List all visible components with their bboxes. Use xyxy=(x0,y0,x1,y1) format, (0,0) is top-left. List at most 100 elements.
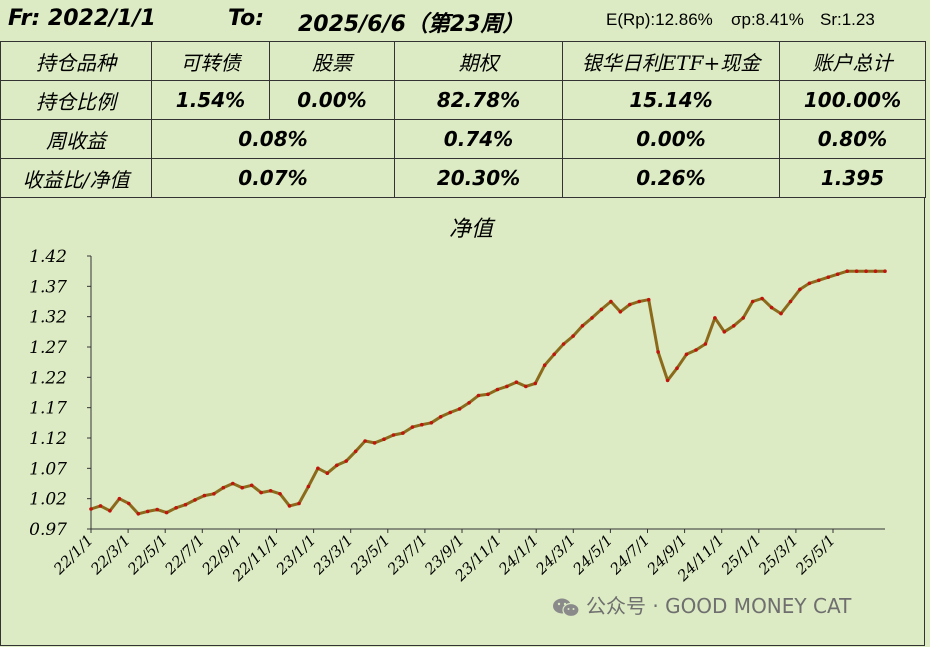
nav-data-point xyxy=(448,410,453,415)
nav-data-point xyxy=(524,384,528,389)
header-cell: 银华日利ETF+现金 xyxy=(562,41,780,81)
nav-chart-frame: 净值 0.97 1.02 1.07 1.12 1.17 1.22 1.27 1.32 1.37 1… xyxy=(0,197,925,646)
nav-data-point xyxy=(760,296,764,301)
nav-data-point xyxy=(864,269,868,273)
nav-data-point xyxy=(89,507,93,511)
nav-data-point xyxy=(741,316,745,320)
nav-data-point xyxy=(845,269,849,273)
nav-data-point xyxy=(835,272,840,276)
nav-series-line xyxy=(90,269,885,516)
table-cell: 15.14% xyxy=(562,80,780,120)
nav-data-point xyxy=(268,489,273,493)
nav-data-point xyxy=(599,307,604,312)
y-tick-label: 1.07 xyxy=(29,459,67,479)
nav-data-point xyxy=(656,350,660,354)
summary-header: Fr: 2022/1/1 To: 2025/6/6（第23周） E(Rp):12… xyxy=(0,0,930,40)
nav-data-point xyxy=(618,310,623,314)
y-tick-label: 1.17 xyxy=(29,399,67,419)
x-tick-label: 24/3/1 xyxy=(532,531,580,579)
x-tick-label: 23/7/1 xyxy=(383,531,431,579)
nav-data-point xyxy=(561,342,566,346)
row-label: 收益比/净值 xyxy=(0,158,152,198)
nav-data-point xyxy=(335,463,339,468)
nav-data-point xyxy=(353,449,358,454)
nav-data-point xyxy=(325,471,330,476)
nav-data-point xyxy=(533,381,538,386)
nav-data-point xyxy=(249,483,254,488)
nav-data-point xyxy=(382,437,386,441)
table-cell: 0.80% xyxy=(779,119,926,159)
x-tick-label: 22/7/1 xyxy=(161,531,209,579)
table-row-ratio: 收益比/净值 0.07% 20.30% 0.26% 1.395 xyxy=(0,158,926,198)
header-cell: 可转债 xyxy=(151,41,270,81)
table-cell: 100.00% xyxy=(779,80,926,120)
table-cell: 82.78% xyxy=(394,80,563,120)
nav-data-point xyxy=(467,401,471,405)
table-cell: 0.07% xyxy=(151,158,395,198)
y-tick-label: 1.12 xyxy=(29,429,67,449)
nav-data-point xyxy=(854,269,859,273)
from-date-label: Fr: 2022/1/1 xyxy=(8,6,156,31)
nav-data-point xyxy=(391,433,396,437)
x-tick-label: 24/7/1 xyxy=(606,531,654,579)
nav-line-chart: 净值 0.97 1.02 1.07 1.12 1.17 1.22 1.27 1.32 1.37 1… xyxy=(29,217,887,585)
volatility: σp:8.41% xyxy=(731,10,804,29)
x-tick-label: 25/5/1 xyxy=(791,531,839,579)
nav-data-point xyxy=(694,348,698,352)
y-axis: 0.97 1.02 1.07 1.12 1.17 1.22 1.27 1.32 1.37 1.42 xyxy=(29,247,92,540)
nav-data-point xyxy=(136,512,141,516)
nav-data-point xyxy=(646,297,651,302)
nav-data-point xyxy=(108,509,112,513)
nav-data-point xyxy=(410,425,415,429)
nav-data-point xyxy=(703,342,708,346)
nav-data-point xyxy=(750,299,755,304)
x-tick-label: 25/1/1 xyxy=(717,531,765,579)
x-tick-label: 24/5/1 xyxy=(569,531,617,579)
nav-data-point xyxy=(344,459,349,463)
nav-data-point xyxy=(174,506,178,510)
nav-data-point xyxy=(552,352,556,357)
header-cell: 期权 xyxy=(394,41,563,81)
nav-data-point xyxy=(287,504,292,508)
sharpe-ratio: Sr:1.23 xyxy=(820,10,875,29)
nav-data-point xyxy=(628,302,632,307)
nav-data-point xyxy=(486,392,490,397)
nav-data-point xyxy=(713,316,717,320)
watermark: 公众号 · GOOD MONEY CAT xyxy=(552,590,851,619)
table-cell: 0.00% xyxy=(269,80,395,120)
nav-data-point xyxy=(769,305,774,310)
x-tick-label: 24/1/1 xyxy=(494,531,542,579)
nav-data-point xyxy=(401,431,405,435)
y-tick-label: 1.27 xyxy=(29,338,67,358)
x-tick-label: 23/5/1 xyxy=(346,531,394,579)
y-tick-label: 0.97 xyxy=(29,520,67,540)
nav-data-point xyxy=(193,498,197,502)
nav-data-point xyxy=(164,510,169,515)
row-label: 持仓比例 xyxy=(0,80,152,120)
nav-data-point xyxy=(732,324,736,328)
nav-data-point xyxy=(590,316,594,320)
x-tick-label: 22/3/1 xyxy=(86,531,134,579)
table-row-position: 持仓比例 1.54% 0.00% 82.78% 15.14% 100.00% xyxy=(0,80,926,120)
table-row-weekly: 周收益 0.08% 0.74% 0.00% 0.80% xyxy=(0,119,926,159)
nav-data-point xyxy=(542,363,547,367)
nav-data-point xyxy=(221,485,226,490)
x-tick-label: 25/3/1 xyxy=(754,531,802,579)
nav-data-point xyxy=(438,415,443,419)
nav-data-point xyxy=(722,330,727,334)
nav-data-point xyxy=(183,502,188,507)
nav-data-point xyxy=(684,352,689,357)
header-cell: 股票 xyxy=(269,41,395,81)
header-cell: 持仓品种 xyxy=(0,41,152,81)
holdings-table: 持仓品种 可转债 股票 期权 银华日利ETF+现金 账户总计 持仓比例 1.54… xyxy=(0,41,926,198)
expected-return: E(Rp):12.86% xyxy=(606,10,713,29)
nav-data-point xyxy=(145,509,150,514)
table-cell: 0.26% xyxy=(562,158,780,198)
nav-data-point xyxy=(788,299,793,304)
nav-data-point xyxy=(826,275,831,279)
nav-data-point xyxy=(675,366,679,370)
table-cell: 0.00% xyxy=(562,119,780,159)
x-tick-label: 23/3/1 xyxy=(309,531,357,579)
nav-data-point xyxy=(807,281,812,286)
wechat-icon xyxy=(553,598,580,617)
